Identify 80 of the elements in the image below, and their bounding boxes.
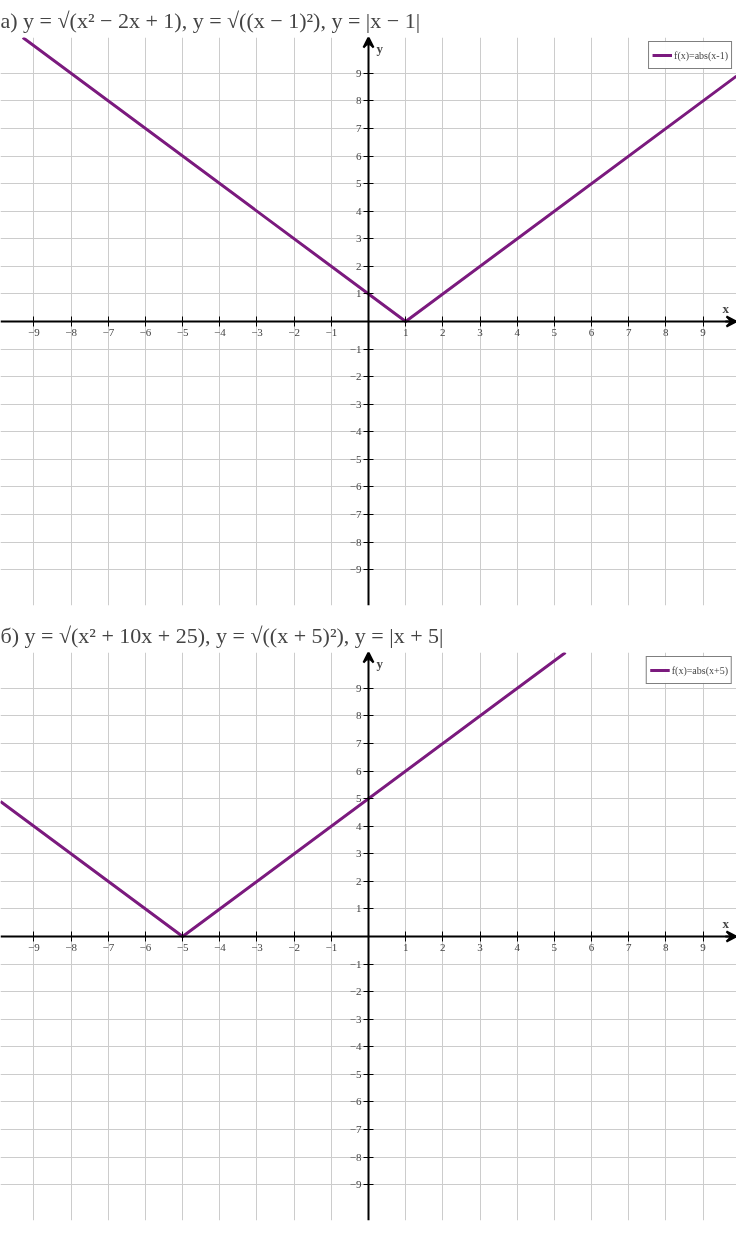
y-tick-label: −1 <box>349 957 362 970</box>
y-tick-label: −3 <box>349 397 362 410</box>
x-tick-label: 1 <box>402 325 409 338</box>
x-tick-label: −2 <box>288 325 301 338</box>
x-tick-label: 2 <box>440 325 446 338</box>
legend-label: f(x)=abs(x+5) <box>671 664 728 676</box>
y-tick-label: 7 <box>356 736 362 749</box>
x-axis-title: x <box>722 300 730 316</box>
x-tick-label: −4 <box>213 325 227 338</box>
y-tick-label: −2 <box>349 985 362 998</box>
y-axis-title: y <box>376 40 384 56</box>
y-tick-label: −2 <box>349 370 362 383</box>
y-tick-label: −3 <box>349 1012 362 1025</box>
y-tick-label: 5 <box>356 177 362 190</box>
y-tick-label: 8 <box>356 94 362 107</box>
x-tick-label: 9 <box>700 940 707 953</box>
y-tick-label: −7 <box>349 1123 362 1136</box>
x-tick-label: 2 <box>440 940 446 953</box>
x-tick-label: 8 <box>663 325 670 338</box>
x-tick-label: 5 <box>551 940 558 953</box>
x-tick-label: −9 <box>28 325 41 338</box>
x-tick-label: 8 <box>663 940 670 953</box>
y-tick-label: −1 <box>349 342 362 355</box>
y-axis-title: y <box>376 655 384 671</box>
y-tick-label: 1 <box>356 287 362 300</box>
x-tick-label: −5 <box>176 940 189 953</box>
y-tick-label: 7 <box>356 121 362 134</box>
y-tick-label: 1 <box>356 902 362 915</box>
y-tick-label: 9 <box>356 66 362 79</box>
x-tick-label: −6 <box>139 325 152 338</box>
y-tick-label: −5 <box>349 1067 362 1080</box>
x-tick-label: −1 <box>325 940 338 953</box>
chart-title: б) y = √(x² + 10x + 25), y = √((x + 5)²), y = |x + 5| <box>0 622 444 648</box>
y-tick-label: −6 <box>349 1095 362 1108</box>
x-tick-label: −9 <box>28 940 41 953</box>
y-tick-label: 6 <box>356 149 362 162</box>
y-tick-label: 4 <box>356 204 362 217</box>
y-tick-label: −9 <box>349 1178 362 1191</box>
y-tick-label: 3 <box>356 232 362 245</box>
x-tick-label: −7 <box>102 325 115 338</box>
x-tick-label: 6 <box>588 325 595 338</box>
chart-title: а) y = √(x² − 2x + 1), y = √((x − 1)²), y = |x − 1| <box>0 7 421 33</box>
x-tick-label: −4 <box>213 940 227 953</box>
x-tick-label: 7 <box>625 940 632 953</box>
y-tick-label: 4 <box>356 819 362 832</box>
y-tick-label: −7 <box>349 508 362 521</box>
y-tick-label: −8 <box>349 535 362 548</box>
x-axis-title: x <box>722 915 730 931</box>
x-tick-label: 3 <box>477 325 484 338</box>
x-tick-label: −1 <box>325 325 338 338</box>
x-tick-label: 4 <box>514 940 521 953</box>
y-tick-label: 3 <box>356 847 362 860</box>
y-tick-label: −8 <box>349 1150 362 1163</box>
x-tick-label: −3 <box>251 940 264 953</box>
x-tick-label: 7 <box>625 325 632 338</box>
x-tick-label: 4 <box>514 325 521 338</box>
legend-label: f(x)=abs(x-1) <box>674 49 728 61</box>
x-tick-label: −3 <box>251 325 264 338</box>
x-tick-label: −2 <box>288 940 301 953</box>
y-tick-label: −6 <box>349 480 362 493</box>
x-tick-label: 3 <box>477 940 484 953</box>
x-tick-label: −8 <box>65 325 78 338</box>
x-tick-label: 1 <box>402 940 409 953</box>
y-tick-label: 2 <box>356 874 362 887</box>
y-tick-label: 8 <box>356 709 362 722</box>
y-tick-label: −4 <box>349 425 362 438</box>
x-tick-label: 5 <box>551 325 558 338</box>
x-tick-label: −6 <box>139 940 152 953</box>
x-tick-label: 9 <box>700 325 707 338</box>
y-tick-label: −5 <box>349 452 362 465</box>
y-tick-label: 5 <box>356 792 362 805</box>
y-tick-label: 6 <box>356 764 362 777</box>
y-tick-label: 9 <box>356 681 362 694</box>
y-tick-label: −9 <box>349 563 362 576</box>
y-tick-label: 2 <box>356 259 362 272</box>
x-tick-label: −5 <box>176 325 189 338</box>
x-tick-label: −8 <box>65 940 78 953</box>
x-tick-label: 6 <box>588 940 595 953</box>
y-tick-label: −4 <box>349 1040 362 1053</box>
x-tick-label: −7 <box>102 940 115 953</box>
